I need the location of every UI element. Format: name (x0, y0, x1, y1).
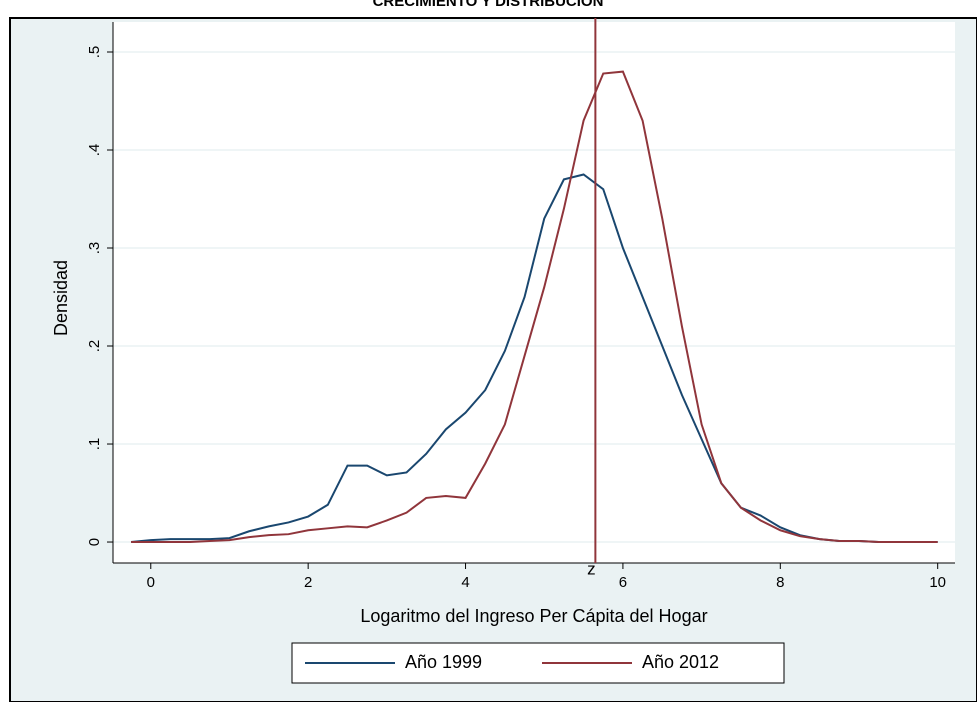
y-tick-label: .3 (86, 242, 103, 255)
y-tick-label: 0 (86, 538, 103, 546)
line-series (131, 70, 938, 544)
x-tick-label: 0 (147, 574, 155, 591)
legend-label: Año 1999 (405, 652, 482, 672)
y-tick-label: .1 (86, 438, 103, 451)
plot-region (113, 22, 955, 563)
y-tick-label: .4 (86, 144, 103, 157)
x-tick-label: 10 (929, 574, 946, 591)
legend-label: Año 2012 (642, 652, 719, 672)
x-tick-label: 6 (619, 574, 627, 591)
reference-line-label: z (587, 559, 596, 578)
x-tick-label: 2 (304, 574, 312, 591)
y-tick-label: .2 (86, 340, 103, 353)
x-axis-label: Logaritmo del Ingreso Per Cápita del Hog… (360, 606, 707, 626)
y-axis-label: Densidad (51, 260, 71, 336)
y-tick-label: .5 (86, 46, 103, 59)
x-tick-label: 8 (776, 574, 784, 591)
x-tick-label: 4 (461, 574, 469, 591)
chart-title: CRECIMIENTO Y DISTRIBUCIÓN (373, 0, 604, 10)
